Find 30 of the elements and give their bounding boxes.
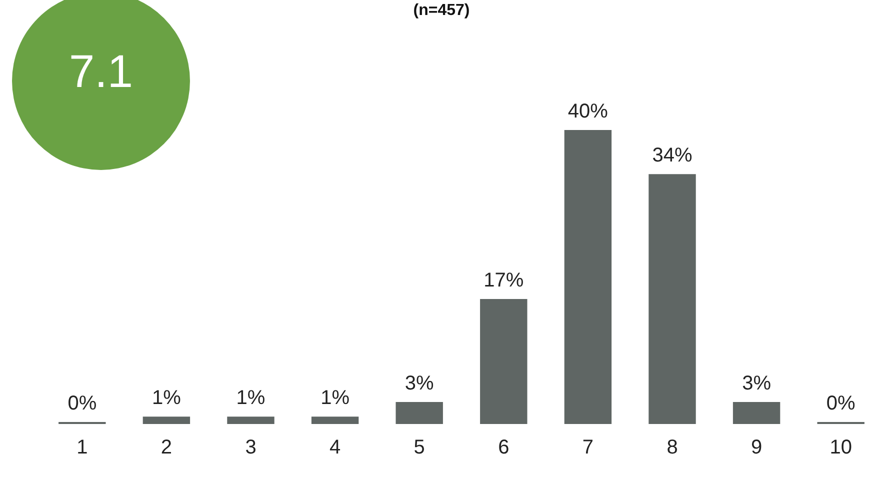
data-label: 1% (152, 387, 182, 410)
data-label: 1% (236, 387, 266, 410)
x-tick-label: 1 (76, 436, 88, 459)
x-tick-label: 9 (750, 436, 762, 459)
x-tick-label: 5 (414, 436, 425, 459)
bar (648, 174, 696, 424)
x-tick-label: 3 (245, 436, 256, 459)
bar (227, 416, 274, 424)
circle-badge: 7.1 (12, 0, 190, 170)
bar (311, 416, 359, 424)
data-label: 34% (652, 144, 692, 167)
data-label: 3% (742, 372, 772, 394)
data-label: 3% (404, 372, 434, 394)
bar (396, 402, 443, 424)
chart-title: (n=457) (412, 2, 471, 20)
data-label: 0% (68, 392, 97, 415)
data-label: 0% (826, 392, 856, 415)
x-tick-label: 8 (666, 436, 678, 459)
data-label: 17% (484, 270, 524, 292)
bar (480, 299, 528, 424)
bar (564, 130, 612, 424)
x-tick-label: 4 (329, 436, 341, 459)
data-label: 1% (320, 387, 350, 410)
x-tick-label: 10 (830, 436, 852, 459)
x-tick-label: 6 (498, 436, 510, 459)
bar (732, 402, 780, 424)
bar (142, 416, 190, 424)
x-tick-label: 7 (582, 436, 594, 459)
x-tick-label: 2 (160, 436, 172, 459)
data-label: 40% (568, 100, 608, 123)
